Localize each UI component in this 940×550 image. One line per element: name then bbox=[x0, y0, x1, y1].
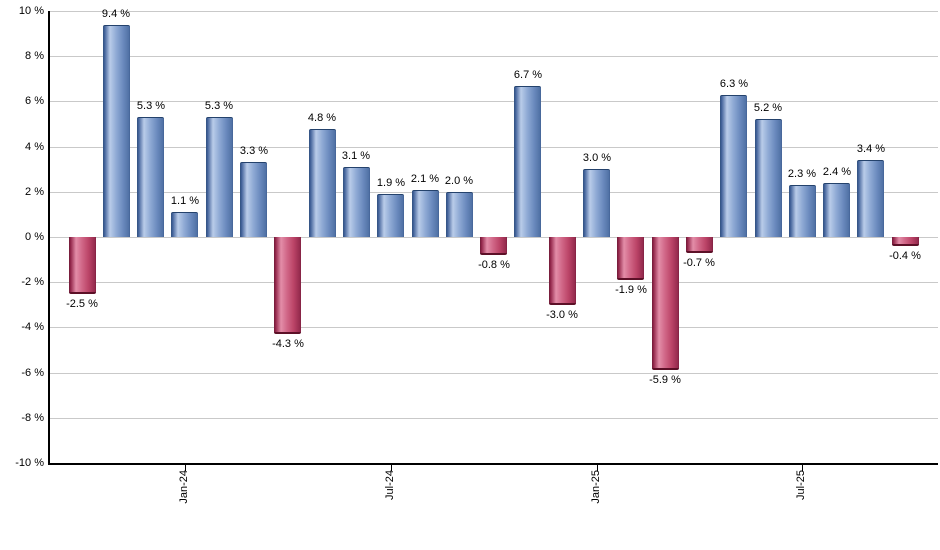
gridline bbox=[49, 56, 938, 57]
negative-return-bar bbox=[652, 237, 679, 370]
bar-value-label: 2.0 % bbox=[444, 175, 474, 187]
bar-value-label: -0.8 % bbox=[478, 259, 510, 271]
y-axis-tick-label: 2 % bbox=[25, 186, 44, 198]
bar-value-label: 9.4 % bbox=[101, 8, 131, 20]
positive-return-bar bbox=[240, 162, 267, 237]
bar-value-label: 4.8 % bbox=[307, 112, 337, 124]
x-axis-tick-label: Jul-25 bbox=[795, 470, 807, 500]
gridline bbox=[49, 282, 938, 283]
bar-value-label: 5.2 % bbox=[753, 102, 783, 114]
gridline bbox=[49, 147, 938, 148]
gridline bbox=[49, 327, 938, 328]
positive-return-bar bbox=[103, 25, 130, 237]
x-axis-tick bbox=[597, 465, 598, 471]
positive-return-bar bbox=[583, 169, 610, 237]
negative-return-bar bbox=[274, 237, 301, 334]
bar-value-label: -0.4 % bbox=[889, 250, 921, 262]
bar-value-label: 6.3 % bbox=[719, 78, 749, 90]
y-axis-tick-label: -6 % bbox=[21, 367, 44, 379]
bar-value-label: 3.3 % bbox=[239, 145, 269, 157]
negative-return-bar bbox=[617, 237, 644, 280]
negative-return-bar bbox=[892, 237, 919, 246]
bar-value-label: 5.3 % bbox=[136, 100, 166, 112]
y-axis-tick-label: -2 % bbox=[21, 276, 44, 288]
x-axis-tick-label: Jan-25 bbox=[590, 470, 602, 504]
bar-value-label: -1.9 % bbox=[615, 284, 647, 296]
bar-value-label: 6.7 % bbox=[513, 69, 543, 81]
positive-return-bar bbox=[412, 190, 439, 237]
x-axis-tick-label: Jan-24 bbox=[178, 470, 190, 504]
y-axis-tick-label: 6 % bbox=[25, 95, 44, 107]
bar-value-label: 2.3 % bbox=[787, 168, 817, 180]
gridline bbox=[49, 192, 938, 193]
positive-return-bar bbox=[137, 117, 164, 237]
positive-return-bar bbox=[720, 95, 747, 237]
positive-return-bar bbox=[755, 119, 782, 237]
y-axis-tick-label: 10 % bbox=[18, 5, 44, 17]
positive-return-bar bbox=[789, 185, 816, 237]
bar-value-label: 1.1 % bbox=[170, 195, 200, 207]
positive-return-bar bbox=[823, 183, 850, 237]
negative-return-bar bbox=[686, 237, 713, 253]
gridline bbox=[49, 101, 938, 102]
negative-return-bar bbox=[69, 237, 96, 294]
positive-return-bar bbox=[377, 194, 404, 237]
bar-value-label: 3.0 % bbox=[582, 152, 612, 164]
gridline bbox=[49, 11, 938, 12]
positive-return-bar bbox=[857, 160, 884, 237]
bar-value-label: 2.4 % bbox=[822, 166, 852, 178]
gridline bbox=[49, 418, 938, 419]
bar-value-label: -3.0 % bbox=[546, 309, 578, 321]
y-axis-tick-label: -4 % bbox=[21, 321, 44, 333]
negative-return-bar bbox=[549, 237, 576, 305]
y-axis-tick-label: -8 % bbox=[21, 412, 44, 424]
positive-return-bar bbox=[514, 86, 541, 237]
bar-value-label: -2.5 % bbox=[66, 298, 98, 310]
positive-return-bar bbox=[343, 167, 370, 237]
positive-return-bar bbox=[446, 192, 473, 237]
x-axis-line bbox=[48, 463, 938, 465]
bar-value-label: 5.3 % bbox=[204, 100, 234, 112]
x-axis-tick-label: Jul-24 bbox=[384, 470, 396, 500]
positive-return-bar bbox=[309, 129, 336, 237]
gridline bbox=[49, 373, 938, 374]
y-axis-line bbox=[48, 11, 50, 465]
bar-value-label: -4.3 % bbox=[272, 338, 304, 350]
bar-value-label: 3.4 % bbox=[856, 143, 886, 155]
bar-value-label: -5.9 % bbox=[649, 374, 681, 386]
y-axis-tick-label: 4 % bbox=[25, 141, 44, 153]
y-axis-tick-label: -10 % bbox=[15, 457, 44, 469]
x-axis-tick bbox=[185, 465, 186, 471]
y-axis-tick-label: 8 % bbox=[25, 50, 44, 62]
bar-value-label: -0.7 % bbox=[683, 257, 715, 269]
x-axis-tick bbox=[391, 465, 392, 471]
bar-value-label: 2.1 % bbox=[410, 173, 440, 185]
bar-value-label: 3.1 % bbox=[341, 150, 371, 162]
positive-return-bar bbox=[206, 117, 233, 237]
x-axis-tick bbox=[802, 465, 803, 471]
positive-return-bar bbox=[171, 212, 198, 237]
bar-value-label: 1.9 % bbox=[376, 177, 406, 189]
y-axis-tick-label: 0 % bbox=[25, 231, 44, 243]
negative-return-bar bbox=[480, 237, 507, 255]
